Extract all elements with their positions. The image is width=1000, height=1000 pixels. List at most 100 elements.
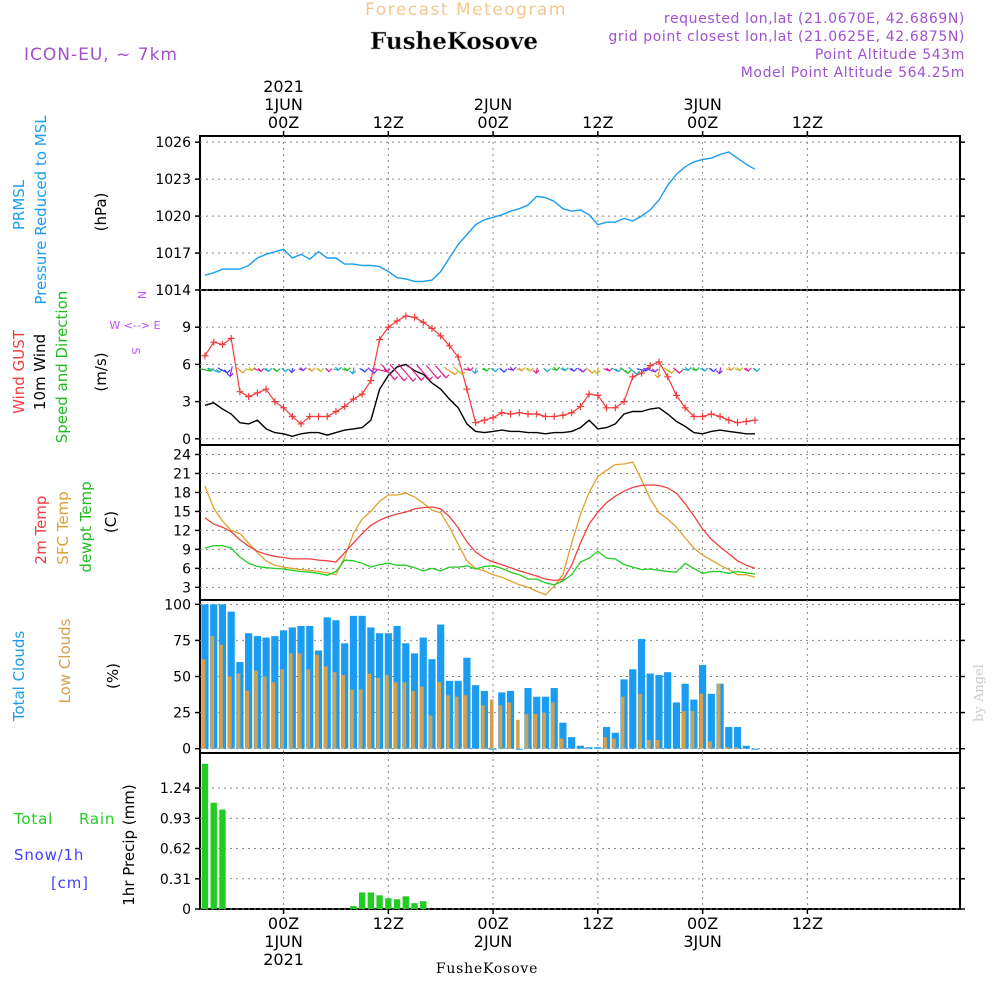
gust-marker [568,409,576,417]
grid-lines [200,136,960,910]
wind-direction-arrowhead [654,374,662,379]
y-tick-label: 0 [182,432,191,448]
gust-marker [411,313,419,321]
wind-direction-arrow [645,367,656,373]
low-cloud-bar [612,738,616,749]
gust-marker [603,404,611,412]
wind-direction-arrowhead [281,368,289,373]
wind-direction-arrowhead [701,367,709,372]
wind-direction-arrowhead [334,366,342,371]
wind-direction-arrowhead [675,369,683,374]
gust-marker [707,410,715,418]
total-cloud-bar [576,745,584,749]
temp-label-dewpt: dewpt Temp [77,481,95,572]
low-cloud-bar [716,683,721,749]
gust-marker [419,318,427,326]
gust-marker [384,323,392,331]
cloud-unit: (%) [104,663,122,689]
gust-marker [262,385,270,393]
precip-label-snow: Snow/1h [14,846,84,864]
gust-marker [358,390,366,398]
low-cloud-bar [289,653,293,749]
model-label: ICON-EU, ~ 7km [24,45,178,65]
y-tick-label: 0 [182,742,191,758]
gust-marker [402,312,410,320]
low-cloud-bar [367,673,372,749]
wind-direction-arrowhead [615,368,622,373]
gust-marker [288,412,296,420]
precip-label-rain: Rain [79,810,115,828]
wind-direction-arrowhead [288,369,296,374]
gust-marker [672,391,680,399]
gust-marker [515,409,523,417]
low-cloud-bar [376,677,380,749]
total-cloud-bar [629,669,637,749]
gust-marker [210,338,218,346]
wind-direction-arrowhead [451,371,459,376]
temp-side-labels: 2m Temp SFC Temp dewpt Temp (C) [32,481,120,572]
y-tick-label: 0.31 [160,872,191,888]
low-cloud-bar [350,689,354,749]
total-cloud-bar [751,748,759,750]
x-bottom-label: 12Z [582,914,613,933]
rain-bar [411,903,418,909]
wind-direction-arrowhead [239,369,247,374]
compass-n: N [135,291,148,299]
wind-direction-arrowhead [417,376,425,382]
low-cloud-bar [446,695,450,749]
wind-direction-arrowhead [257,367,265,373]
gust-marker [524,410,532,418]
gust-marker [594,391,602,399]
gust-marker [332,408,340,416]
wind-direction-arrowhead [391,376,399,381]
x-bottom-label: 1JUN [264,932,303,951]
gust-marker [376,336,384,344]
cloud-label-low: Low Clouds [56,618,74,703]
wind-direction-arrowhead [570,367,578,372]
low-cloud-bar [358,689,363,749]
total-cloud-bar [664,672,672,749]
pressure-unit: (hPa) [92,193,110,232]
pressure-panel [199,135,961,291]
low-cloud-bar [524,714,529,749]
gust-marker [664,373,672,381]
precip-panel [199,752,961,910]
wind-direction-arrowhead [370,369,378,375]
low-cloud-bar [516,719,520,749]
sfc-temp-line [204,461,756,596]
rain-bar [210,802,217,909]
wind-direction-arrowhead [308,367,316,372]
y-tick-label: 24 [173,447,191,463]
rain-bar [358,892,366,909]
x-bottom-label: 12Z [373,914,404,933]
wind-side-labels: Wind GUST 10m Wind Speed and Direction (… [10,291,161,444]
gust-marker [751,416,759,424]
gust-marker [725,416,733,424]
gust-marker [201,352,209,360]
x-bottom-label: 12Z [792,914,823,933]
gust-marker [681,404,689,412]
gust-marker [559,411,567,419]
rain-bar [201,763,209,909]
model-altitude: Model Point Altitude 564.25m [741,65,965,81]
closest-coords: grid point closest lon,lat (21.0625E, 42… [608,29,965,45]
compass-we: W <--> E [109,319,160,332]
y-tick-label: 6 [182,357,191,373]
gust-marker [323,412,331,420]
super-title: Forecast Meteogram [365,0,567,20]
rain-bar [420,901,427,909]
gust-marker [463,385,471,393]
gust-marker [734,419,742,427]
wind-direction-arrowhead [299,367,307,372]
low-cloud-bar [734,747,738,749]
low-cloud-bar [498,705,503,749]
wind-direction-arrow [207,367,220,373]
total-cloud-bar [742,745,750,749]
total-cloud-bar [594,747,602,749]
precip-label-total: Total [13,810,53,828]
wind-direction-arrowhead [226,373,234,378]
pressure-line [204,151,756,283]
x-top-label: 12Z [792,113,823,132]
wind-direction-arrowhead [426,376,434,381]
low-cloud-bar [385,675,389,749]
